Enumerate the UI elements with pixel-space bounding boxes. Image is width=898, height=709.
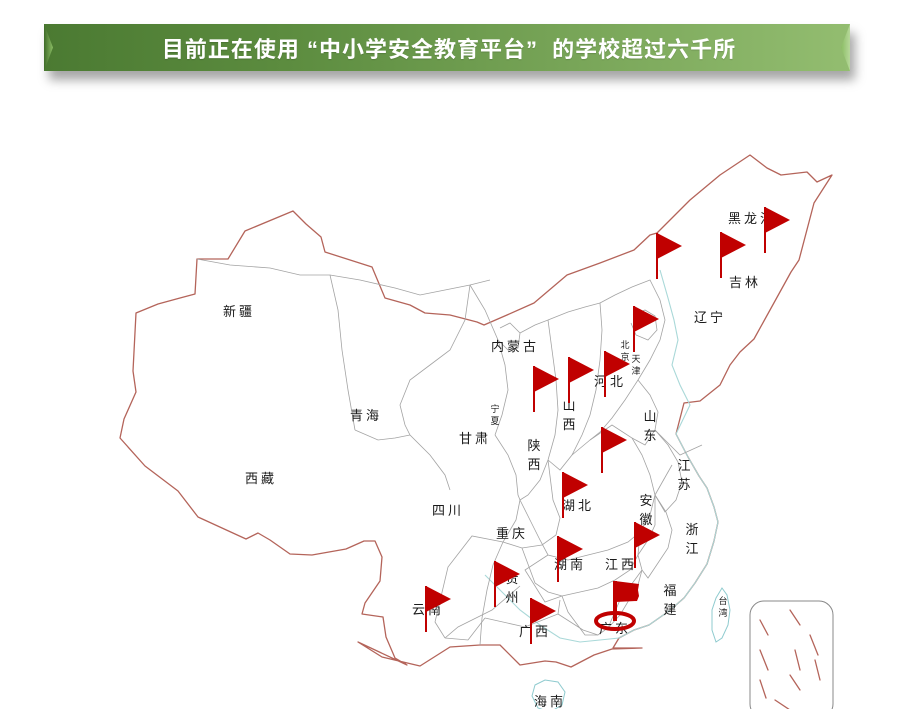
svg-text:西: 西 xyxy=(527,457,540,472)
svg-text:内蒙古: 内蒙古 xyxy=(491,339,539,354)
svg-text:天: 天 xyxy=(631,354,640,364)
svg-text:辽宁: 辽宁 xyxy=(694,310,726,325)
svg-text:西藏: 西藏 xyxy=(245,471,277,486)
svg-text:夏: 夏 xyxy=(490,416,499,426)
svg-text:台: 台 xyxy=(718,595,727,606)
svg-text:河北: 河北 xyxy=(594,374,626,389)
svg-text:新疆: 新疆 xyxy=(223,304,255,319)
svg-text:江: 江 xyxy=(685,541,698,556)
svg-text:浙: 浙 xyxy=(685,522,698,537)
svg-text:海南: 海南 xyxy=(534,694,566,709)
svg-text:西: 西 xyxy=(562,417,575,432)
svg-text:湖北: 湖北 xyxy=(562,498,594,513)
svg-text:福: 福 xyxy=(663,583,676,598)
svg-text:安: 安 xyxy=(639,493,652,508)
svg-text:苏: 苏 xyxy=(677,477,690,492)
svg-text:四川: 四川 xyxy=(432,503,464,518)
svg-text:江西: 江西 xyxy=(605,557,637,572)
svg-text:建: 建 xyxy=(663,602,676,617)
svg-text:北: 北 xyxy=(620,340,629,350)
svg-text:江: 江 xyxy=(677,458,690,473)
svg-text:宁: 宁 xyxy=(490,403,499,414)
svg-text:吉林: 吉林 xyxy=(729,275,761,290)
svg-text:津: 津 xyxy=(631,366,640,376)
svg-text:山: 山 xyxy=(643,409,656,424)
svg-text:州: 州 xyxy=(505,590,518,605)
svg-text:湾: 湾 xyxy=(718,607,727,618)
svg-text:陕: 陕 xyxy=(527,438,540,453)
svg-text:甘肃: 甘肃 xyxy=(459,431,491,446)
svg-text:东: 东 xyxy=(643,428,656,443)
svg-text:广西: 广西 xyxy=(519,624,551,639)
svg-text:青海: 青海 xyxy=(350,408,382,423)
svg-text:徽: 徽 xyxy=(639,512,652,527)
svg-text:重庆: 重庆 xyxy=(496,526,528,541)
